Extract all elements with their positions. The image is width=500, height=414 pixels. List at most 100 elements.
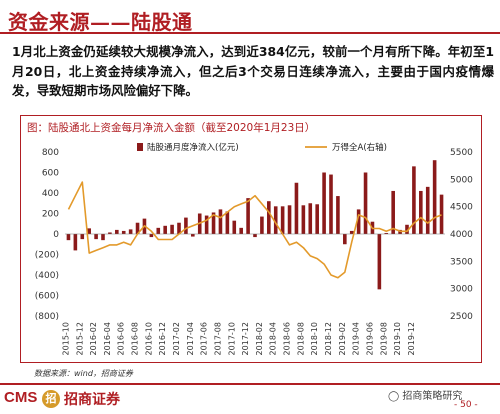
bar-mark — [246, 198, 250, 234]
x-tick-label: 2016-04 — [103, 322, 112, 355]
x-tick-label: 2018-10 — [310, 322, 319, 355]
bar-mark — [170, 224, 174, 234]
x-tick-label: 2017-02 — [172, 322, 181, 355]
bar-mark — [108, 232, 112, 234]
summary-paragraph: 1月北上资金仍延续较大规模净流入，达到近384亿元，较前一个月有所下降。年初至1… — [12, 44, 494, 98]
x-tick-label: 2016-08 — [131, 322, 140, 355]
y-left-tick-label: (800) — [35, 312, 59, 322]
y-right-tick-label: 2500 — [450, 312, 473, 322]
bar-mark — [391, 190, 395, 234]
x-tick-label: 2017-12 — [241, 322, 250, 355]
bar-mark — [128, 229, 133, 234]
bar-mark — [87, 228, 91, 234]
x-tick-label: 2016-10 — [144, 322, 153, 355]
y-right-tick-label: 4500 — [450, 203, 473, 213]
x-tick-label: 2016-02 — [89, 322, 98, 355]
bar-mark — [308, 203, 313, 234]
wechat-account-label: ◯ 招商策略研究 — [388, 387, 462, 402]
bar-mark — [301, 205, 306, 234]
bar-mark — [163, 225, 167, 234]
bar-mark — [363, 172, 368, 234]
bar-mark — [273, 206, 278, 234]
bar-mark — [315, 204, 319, 234]
legend-label-line: 万得全A(右轴) — [332, 142, 387, 153]
x-tick-label: 2017-08 — [213, 322, 222, 355]
bar-mark — [384, 232, 389, 234]
x-tick-label: 2019-10 — [393, 322, 402, 355]
bar-mark — [439, 194, 444, 234]
line-series-wind-a — [67, 181, 442, 279]
bar-mark — [336, 196, 340, 234]
y-right-tick-label: 4000 — [450, 230, 473, 240]
logo-cms-text: CMS — [4, 389, 38, 406]
y-left-tick-label: (400) — [35, 271, 59, 281]
y-right-tick-label: 5500 — [450, 148, 473, 158]
bar-mark — [419, 190, 423, 234]
bar-mark — [149, 234, 154, 238]
x-tick-label: 2015-12 — [75, 322, 84, 355]
bar-mark — [356, 209, 361, 234]
bar-mark — [191, 234, 195, 237]
y-right-tick-label: 3500 — [450, 257, 473, 267]
y-left-tick-label: 200 — [42, 210, 59, 220]
chart-frame: 图：陆股通北上资金每月净流入金额（截至2020年1月23日） 800 600 400… — [20, 115, 482, 363]
x-tick-label: 2019-02 — [338, 322, 347, 355]
bar-mark — [66, 234, 71, 241]
bar-mark — [412, 166, 416, 234]
bar-mark — [232, 220, 237, 234]
bar-mark — [225, 211, 230, 234]
page-title: 资金来源——陆股通 — [8, 10, 193, 34]
bar-mark — [253, 234, 257, 238]
bar-mark — [80, 234, 85, 240]
x-tick-label: 2019-04 — [352, 322, 361, 355]
chart-svg: 800 600 400 200 0 (200) (400) (600) (800) 5500 500… — [35, 142, 473, 355]
bar-mark — [343, 234, 347, 245]
y-left-tick-label: 600 — [42, 169, 59, 179]
bar-mark — [405, 224, 409, 234]
chart-title: 图：陆股通北上资金每月净流入金额（截至2020年1月23日） — [27, 122, 316, 134]
x-tick-label: 2017-10 — [227, 322, 236, 355]
bar-mark — [115, 229, 119, 234]
x-tick-label: 2016-12 — [158, 322, 167, 355]
logo-company-name: 招商证券 — [64, 392, 120, 408]
y-left-tick-label: 0 — [53, 230, 59, 240]
bar-mark — [377, 234, 382, 290]
bar-mark — [294, 182, 299, 234]
x-tick-label: 2016-06 — [117, 322, 126, 355]
x-tick-label: 2018-02 — [255, 322, 264, 355]
bar-mark — [121, 230, 126, 234]
bar-mark — [73, 234, 78, 251]
y-left-tick-label: (600) — [35, 292, 59, 302]
x-tick-label: 2018-12 — [324, 322, 333, 355]
bar-mark — [101, 234, 105, 241]
bar-mark — [260, 216, 264, 234]
bar-mark — [177, 222, 181, 234]
x-tick-label: 2019-08 — [379, 322, 388, 355]
title-divider — [0, 32, 500, 34]
bar-mark — [135, 222, 140, 234]
legend-label-bar: 陆股通月度净流入(亿元) — [147, 142, 239, 153]
bar-mark — [329, 174, 333, 234]
bar-mark — [432, 160, 437, 234]
page-number: - 50 - — [454, 400, 478, 410]
source-note: 数据来源：wind，招商证券 — [34, 369, 133, 378]
y-left-tick-label: 800 — [42, 148, 59, 158]
bar-mark — [218, 209, 223, 234]
footer-divider — [0, 383, 500, 385]
x-tick-label: 2018-06 — [283, 322, 292, 355]
bar-mark — [280, 206, 285, 234]
x-tick-label: 2018-04 — [269, 322, 278, 355]
bar-mark — [94, 234, 98, 240]
bar-mark — [156, 227, 161, 234]
bar-mark — [211, 212, 216, 234]
x-tick-label: 2018-08 — [296, 322, 305, 355]
y-right-tick-label: 3000 — [450, 285, 473, 295]
x-tick-label: 2019-12 — [407, 322, 416, 355]
bar-mark — [204, 215, 209, 234]
bar-mark — [267, 201, 271, 234]
y-left-tick-label: 400 — [42, 189, 59, 199]
bar-mark — [349, 230, 354, 234]
bar-mark — [322, 172, 326, 234]
wechat-account-name: 招商策略研究 — [402, 391, 463, 402]
x-tick-label: 2019-06 — [365, 322, 374, 355]
